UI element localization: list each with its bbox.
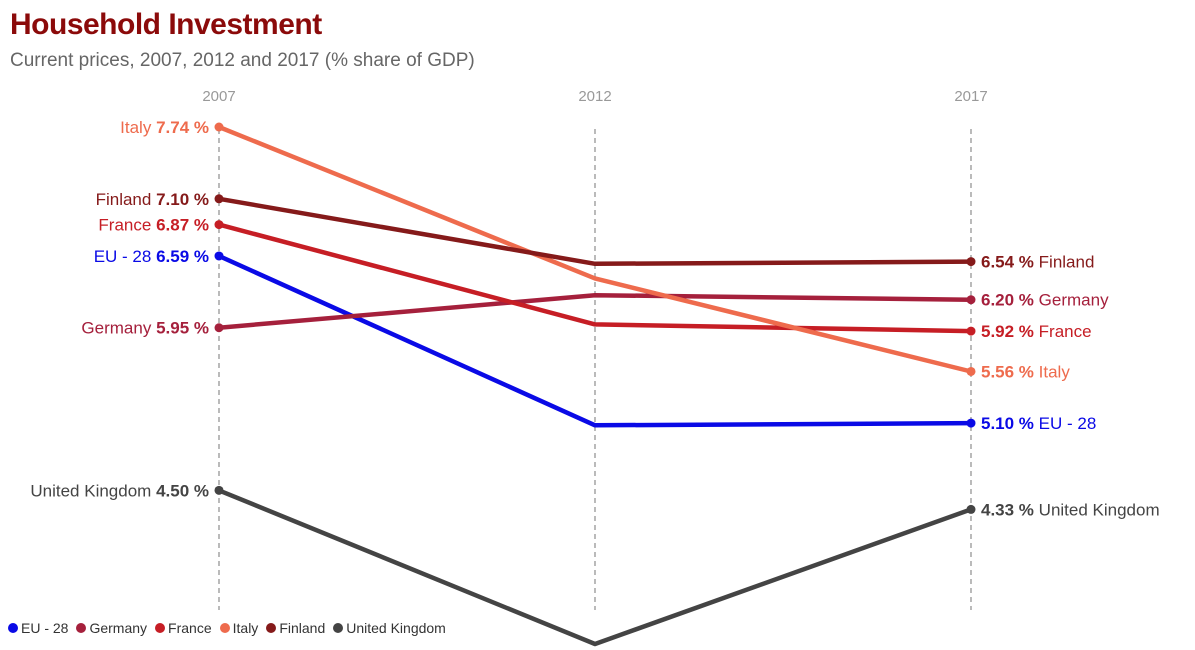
legend-swatch-eu-28 bbox=[8, 623, 18, 633]
start-label-france: France 6.87 % bbox=[98, 216, 209, 235]
legend-item-united-kingdom[interactable]: United Kingdom bbox=[333, 620, 446, 636]
legend-item-germany[interactable]: Germany bbox=[76, 620, 147, 636]
legend-label-united-kingdom: United Kingdom bbox=[346, 620, 446, 636]
end-label-france: 5.92 % France bbox=[981, 322, 1092, 341]
legend-label-germany: Germany bbox=[89, 620, 148, 636]
series-line-finland bbox=[218, 196, 972, 267]
legend-item-france[interactable]: France bbox=[155, 620, 212, 636]
chart-title: Household Investment bbox=[10, 8, 322, 41]
start-label-germany: Germany 5.95 % bbox=[81, 319, 209, 338]
end-label-united-kingdom: 4.33 % United Kingdom bbox=[981, 500, 1160, 519]
legend-label-eu-28: EU - 28 bbox=[21, 620, 69, 636]
legend-label-finland: Finland bbox=[279, 620, 326, 636]
legend-item-eu-28[interactable]: EU - 28 bbox=[8, 620, 68, 636]
legend-label-italy: Italy bbox=[232, 620, 259, 636]
x-tick-label-2007: 2007 bbox=[202, 88, 235, 105]
end-label-italy: 5.56 % Italy bbox=[981, 362, 1070, 381]
series-line-italy bbox=[218, 124, 972, 374]
legend-item-italy[interactable]: Italy bbox=[219, 620, 259, 636]
point-2007-united-kingdom bbox=[214, 485, 224, 495]
point-2017-eu-28 bbox=[966, 418, 976, 428]
point-2017-germany bbox=[966, 295, 976, 305]
start-label-finland: Finland 7.10 % bbox=[96, 190, 209, 209]
point-2017-united-kingdom bbox=[966, 504, 976, 514]
legend-swatch-italy bbox=[219, 623, 230, 633]
start-label-united-kingdom: United Kingdom 4.50 % bbox=[30, 481, 209, 500]
x-tick-label-2017: 2017 bbox=[954, 88, 987, 105]
legend: EU - 28 Germany France Italy Finland United K… bbox=[8, 620, 446, 636]
end-label-eu-28: 5.10 % EU - 28 bbox=[981, 414, 1096, 433]
point-2007-eu-28 bbox=[214, 251, 224, 261]
legend-swatch-united-kingdom bbox=[333, 623, 344, 633]
series-line-germany bbox=[218, 292, 972, 330]
chart-subtitle: Current prices, 2007, 2012 and 2017 (% s… bbox=[10, 50, 475, 71]
x-tick-label-2012: 2012 bbox=[578, 88, 611, 105]
end-label-germany: 6.20 % Germany bbox=[981, 291, 1109, 310]
point-2007-germany bbox=[214, 323, 224, 333]
point-2017-finland bbox=[966, 257, 976, 267]
point-2007-france bbox=[214, 220, 224, 230]
start-label-italy: Italy 7.74 % bbox=[120, 118, 209, 137]
legend-label-france: France bbox=[168, 620, 212, 636]
point-2007-italy bbox=[214, 122, 224, 132]
point-2017-italy bbox=[966, 366, 976, 376]
legend-swatch-finland bbox=[266, 623, 277, 633]
start-label-eu-28: EU - 28 6.59 % bbox=[94, 247, 209, 266]
legend-swatch-france bbox=[155, 623, 166, 633]
end-label-finland: 6.54 % Finland bbox=[981, 253, 1094, 272]
series-line-france bbox=[218, 222, 972, 334]
legend-item-finland[interactable]: Finland bbox=[266, 620, 325, 636]
series-line-united-kingdom bbox=[218, 488, 972, 647]
series-line-eu-28 bbox=[218, 253, 972, 428]
point-2017-france bbox=[966, 326, 976, 336]
point-2007-finland bbox=[214, 194, 224, 204]
legend-swatch-germany bbox=[76, 623, 87, 633]
